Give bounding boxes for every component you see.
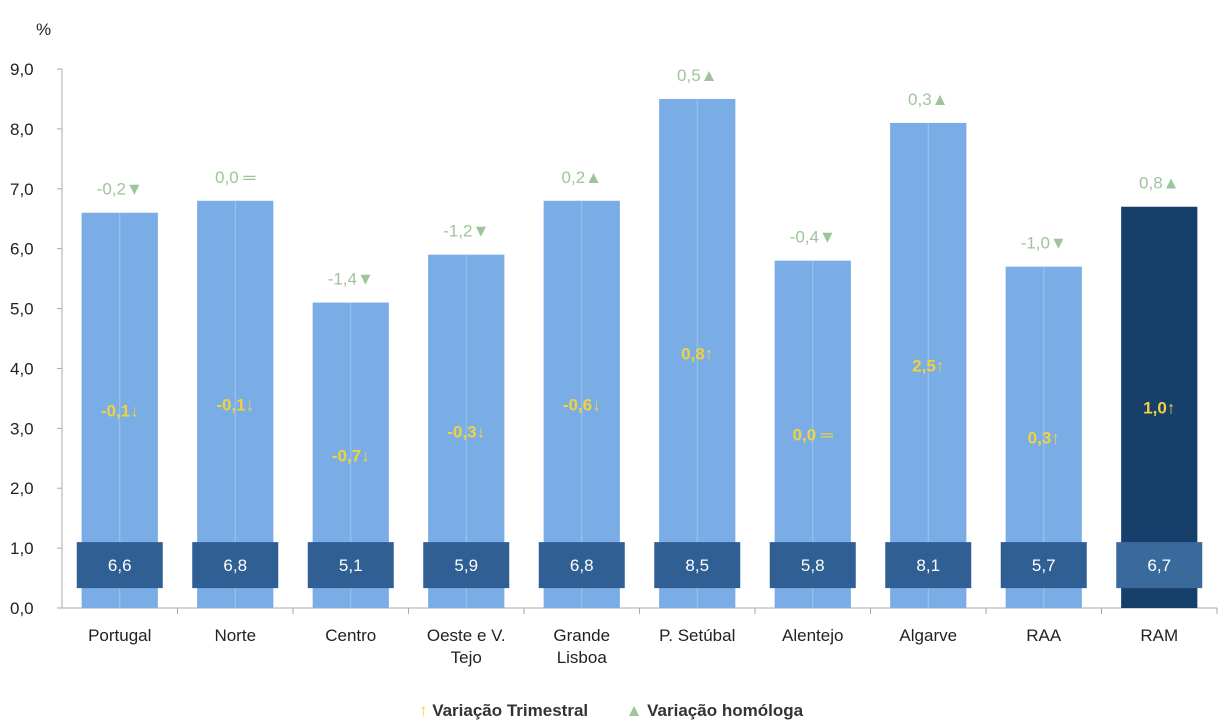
x-tick-label: Lisboa xyxy=(557,648,608,667)
yoy-change-label: 0,0 ═ xyxy=(215,168,256,187)
value-box xyxy=(423,542,510,589)
value-label: 6,6 xyxy=(108,556,132,575)
y-tick-label: 2,0 xyxy=(10,479,34,498)
value-label: 5,1 xyxy=(339,556,363,575)
quarterly-change-label: 0,3↑ xyxy=(1028,428,1060,447)
x-tick-label: P. Setúbal xyxy=(659,626,735,645)
quarterly-change-label: 0,0 ═ xyxy=(793,425,834,444)
value-label: 8,5 xyxy=(685,556,709,575)
x-tick-label: Alentejo xyxy=(782,626,843,645)
yoy-change-label: 0,8▲ xyxy=(1139,174,1179,193)
value-label: 5,9 xyxy=(454,556,478,575)
y-tick-label: 1,0 xyxy=(10,539,34,558)
quarterly-change-label: -0,1↓ xyxy=(101,401,139,420)
bar-chart: 0,0 1,0 2,0 3,0 4,0 5,0 6,0 7,0 8,0 9,0% 6,6 -0,2▼ -… xyxy=(10,20,1218,667)
yoy-change-label: -1,0▼ xyxy=(1021,234,1067,253)
value-box xyxy=(1000,542,1087,589)
yoy-change-label: 0,5▲ xyxy=(677,66,717,85)
yoy-change-label: -0,2▼ xyxy=(97,180,143,199)
legend-yoy-symbol: ▲ xyxy=(625,701,643,720)
value-box xyxy=(76,542,163,589)
value-label: 5,8 xyxy=(801,556,825,575)
value-box xyxy=(538,542,625,589)
y-tick-label: 0,0 xyxy=(10,599,34,618)
value-box xyxy=(654,542,741,589)
quarterly-change-label: 2,5↑ xyxy=(912,356,944,375)
yoy-change-label: 0,3▲ xyxy=(908,90,948,109)
value-label: 8,1 xyxy=(916,556,940,575)
value-box xyxy=(769,542,856,589)
yoy-change-label: 0,2▲ xyxy=(562,168,602,187)
y-tick-label: 5,0 xyxy=(10,300,34,319)
value-box xyxy=(192,542,279,589)
legend-yoy-label: Variação homóloga xyxy=(647,701,804,720)
value-box xyxy=(885,542,972,589)
quarterly-change-label: -0,6↓ xyxy=(563,395,601,414)
x-tick-label: Algarve xyxy=(899,626,957,645)
value-label: 6,8 xyxy=(223,556,247,575)
value-box xyxy=(1116,542,1203,589)
x-tick-label: Grande xyxy=(553,626,610,645)
legend-quarterly-label: Variação Trimestral xyxy=(432,701,589,720)
x-tick-label: Tejo xyxy=(451,648,482,667)
y-unit-label: % xyxy=(36,20,51,39)
quarterly-change-label: 0,8↑ xyxy=(681,344,713,363)
quarterly-change-label: -0,1↓ xyxy=(216,395,254,414)
bar xyxy=(1121,206,1198,608)
quarterly-change-label: -0,7↓ xyxy=(332,446,370,465)
y-tick-label: 9,0 xyxy=(10,60,34,79)
yoy-change-label: -1,2▼ xyxy=(443,222,489,241)
y-tick-label: 8,0 xyxy=(10,120,34,139)
x-tick-label: Portugal xyxy=(88,626,151,645)
value-label: 5,7 xyxy=(1032,556,1056,575)
quarterly-change-label: -0,3↓ xyxy=(447,422,485,441)
y-tick-label: 6,0 xyxy=(10,240,34,259)
x-tick-label: Oeste e V. xyxy=(427,626,506,645)
quarterly-change-label: 1,0↑ xyxy=(1143,398,1175,417)
yoy-change-label: -1,4▼ xyxy=(328,270,374,289)
y-tick-label: 4,0 xyxy=(10,359,34,378)
yoy-change-label: -0,4▼ xyxy=(790,228,836,247)
x-tick-label: Norte xyxy=(214,626,256,645)
y-tick-label: 7,0 xyxy=(10,180,34,199)
x-tick-label: Centro xyxy=(325,626,376,645)
value-label: 6,7 xyxy=(1147,556,1171,575)
value-box xyxy=(307,542,394,589)
legend-quarterly-symbol: ↑ xyxy=(418,701,428,720)
y-tick-label: 3,0 xyxy=(10,419,34,438)
value-label: 6,8 xyxy=(570,556,594,575)
x-tick-label: RAA xyxy=(1026,626,1062,645)
legend: ↑ Variação Trimestral ▲ Variação homólog… xyxy=(0,701,1222,721)
x-tick-label: RAM xyxy=(1140,626,1178,645)
